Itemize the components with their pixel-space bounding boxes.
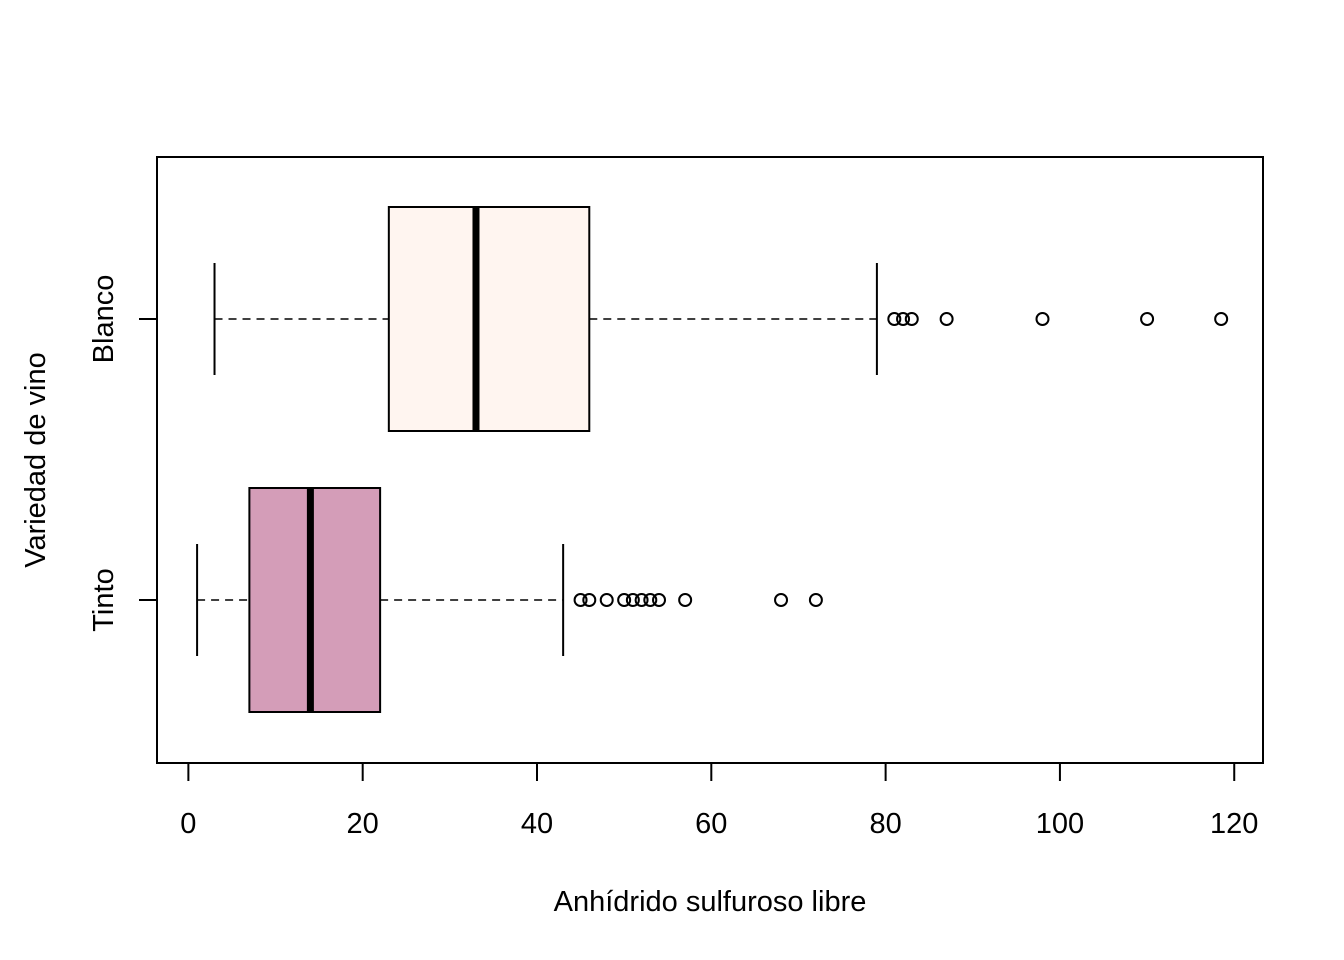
outlier-point — [582, 593, 597, 607]
box-group-blanco — [213, 206, 1229, 432]
boxes-layer — [196, 206, 1229, 713]
box-group-tinto — [196, 487, 823, 713]
y-axis-title: Variedad de vino — [20, 352, 52, 568]
x-tick-label: 80 — [869, 808, 901, 840]
outlier-point — [634, 593, 649, 607]
x-axis-title: Anhídrido sulfuroso libre — [554, 886, 867, 918]
outlier-point — [625, 593, 640, 607]
outlier-point — [678, 593, 693, 607]
x-tick-label: 0 — [180, 808, 196, 840]
outlier-point — [774, 593, 789, 607]
x-axis: 0 20 40 60 80 100 120 — [180, 762, 1258, 840]
outlier-point — [1214, 312, 1229, 326]
outlier-point — [1140, 312, 1155, 326]
y-tick-label: Blanco — [88, 275, 120, 364]
y-axis: Blanco Tinto — [88, 275, 157, 632]
outlier-point — [939, 312, 954, 326]
outlier-point — [652, 593, 667, 607]
outlier-point — [617, 593, 632, 607]
y-tick-label: Tinto — [88, 568, 120, 631]
outlier-point — [896, 312, 911, 326]
x-tick-label: 120 — [1210, 808, 1258, 840]
outlier-point — [1035, 312, 1050, 326]
x-tick-label: 100 — [1036, 808, 1084, 840]
outlier-point — [643, 593, 658, 607]
outlier-point — [599, 593, 614, 607]
box-iqr — [387, 206, 591, 432]
outlier-point — [808, 593, 823, 607]
x-tick-label: 20 — [347, 808, 379, 840]
x-tick-label: 40 — [521, 808, 553, 840]
outlier-point — [887, 312, 902, 326]
box-iqr — [248, 487, 382, 713]
x-tick-label: 60 — [695, 808, 727, 840]
outlier-point — [573, 593, 588, 607]
outlier-point — [904, 312, 919, 326]
